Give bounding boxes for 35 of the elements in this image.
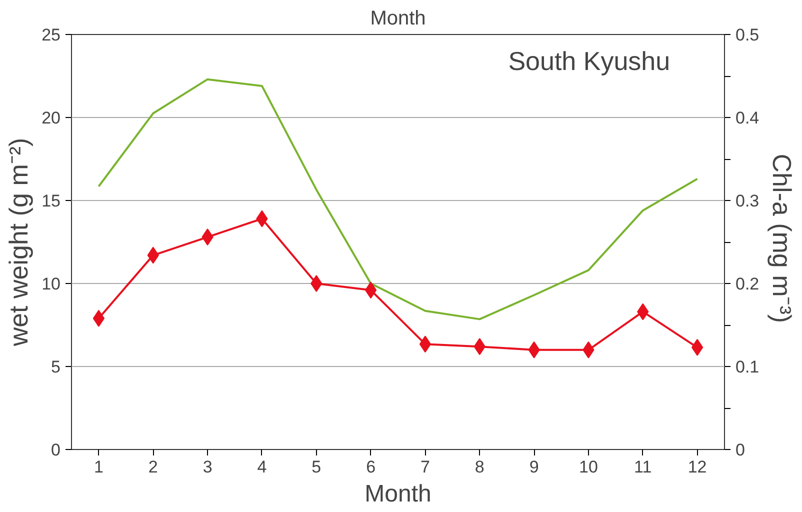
x-axis-title: Month: [364, 480, 432, 508]
y2-tick-label: 0.5: [736, 26, 760, 44]
x-tick-label: 7: [420, 458, 430, 476]
point: [310, 275, 322, 292]
point: [92, 310, 105, 327]
x-tick-label: 3: [202, 458, 212, 476]
x-tick-label: 4: [257, 458, 267, 476]
point: [691, 338, 704, 356]
y2-tick-label: 0.4: [736, 108, 760, 128]
y-tick-label: 25: [42, 26, 61, 44]
y2-tick-label: 0.2: [736, 274, 760, 294]
y-tick-label: 5: [51, 358, 61, 376]
x-tick-label: 11: [634, 458, 652, 476]
y2-axis-title: Chl-a (mg m⁻³): [767, 154, 798, 324]
y-tick-label: 20: [42, 108, 61, 128]
y-tick-label: 0: [51, 440, 61, 460]
line-series: [98, 78, 698, 320]
chart-title: Month: [370, 8, 426, 30]
x-tick-label: 9: [529, 458, 539, 476]
y2-tick-label: 0.3: [736, 192, 760, 210]
y-axis-title: wet weight (g m⁻²): [4, 138, 34, 348]
x-tick-label: 1: [94, 458, 104, 476]
y2-tick-label: 0.1: [736, 358, 760, 376]
y-tick-label: 10: [42, 274, 61, 294]
point: [419, 336, 432, 353]
x-tick-label: 10: [579, 458, 598, 476]
x-tick-label: 6: [366, 458, 376, 476]
y-tick-label: 15: [42, 192, 61, 210]
annotation: South Kyushu: [508, 46, 670, 76]
x-tick-label: 12: [688, 458, 707, 476]
y2-tick-label: 0: [736, 440, 745, 460]
x-tick-label: 2: [148, 458, 158, 476]
x-tick-label: 8: [474, 458, 484, 476]
x-tick-label: 5: [312, 458, 322, 476]
point: [364, 282, 377, 299]
